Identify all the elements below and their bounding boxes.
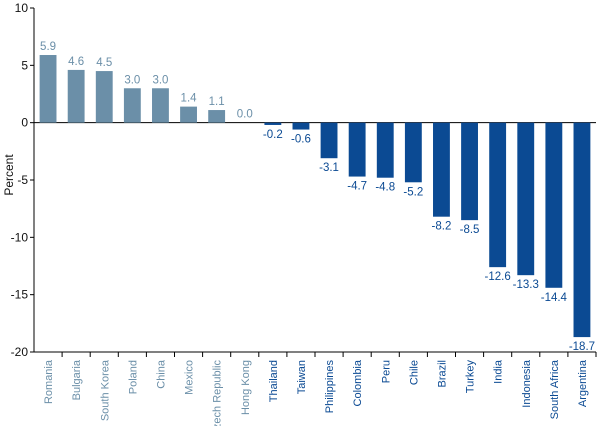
y-tick-label: 10 — [15, 1, 29, 15]
category-label: Poland — [127, 360, 139, 394]
bar-turkey — [461, 122, 478, 221]
category-label: Brazil — [436, 360, 448, 388]
y-tick-label: -5 — [17, 173, 28, 187]
value-label: 4.6 — [68, 56, 84, 68]
bar-bulgaria — [67, 69, 85, 123]
bar-taiwan — [292, 122, 310, 130]
value-label: 1.1 — [209, 96, 225, 108]
category-label: Indonesia — [521, 359, 533, 408]
bar-czech-republic — [208, 110, 226, 123]
y-tick-label: 0 — [21, 116, 28, 130]
bar-china — [152, 88, 169, 123]
bar-romania — [39, 55, 57, 123]
bars — [39, 55, 591, 338]
bar-poland — [123, 88, 141, 123]
category-label: South Korea — [99, 359, 111, 421]
category-label: Chile — [408, 360, 420, 385]
category-label: Mexico — [184, 360, 196, 395]
bar-argentina — [573, 122, 591, 338]
value-label: -18.7 — [569, 341, 595, 353]
value-label: 1.4 — [181, 93, 198, 105]
value-label: 0.0 — [237, 109, 253, 121]
bar-india — [489, 122, 507, 268]
y-tick-label: 5 — [21, 58, 28, 72]
value-label: -3.1 — [319, 162, 339, 174]
category-label: Bulgaria — [71, 359, 83, 400]
category-label: Taiwan — [296, 360, 308, 394]
category-label: Argentina — [577, 359, 589, 407]
category-label: India — [493, 359, 505, 384]
category-label: China — [155, 359, 167, 389]
category-label: Romania — [43, 359, 55, 404]
y-axis: 10 5 0 -5 -10 -15 -20 — [11, 1, 597, 359]
value-label: -0.6 — [291, 134, 311, 146]
bar-thailand — [264, 122, 282, 125]
category-label: Turkey — [465, 360, 477, 394]
value-label: 5.9 — [40, 41, 56, 53]
value-label: -12.6 — [485, 271, 511, 283]
y-tick-label: -15 — [11, 288, 29, 302]
bar-south-korea — [95, 71, 113, 123]
category-label: Thailand — [268, 360, 280, 402]
bar-brazil — [433, 122, 450, 217]
category-label: Philippines — [324, 360, 336, 414]
y-tick-label: -20 — [11, 345, 29, 359]
bar-indonesia — [517, 122, 535, 276]
category-label: Colombia — [352, 359, 364, 406]
bar-philippines — [320, 122, 338, 159]
category-labels: Romania Bulgaria South Korea Poland China Mex… — [43, 359, 589, 426]
bar-mexico — [180, 106, 197, 123]
value-label: -5.2 — [403, 186, 423, 198]
value-label: -8.5 — [460, 224, 480, 236]
bar-peru — [376, 122, 394, 178]
bar-chile — [404, 122, 422, 183]
bar-colombia — [348, 122, 366, 177]
value-labels: 5.9 4.6 4.5 3.0 3.0 1.4 1.1 0.0 -0.2 -0.6 -3.1 -4.7… — [40, 41, 595, 353]
value-label: -14.4 — [541, 292, 568, 304]
bar-south-africa — [545, 122, 563, 288]
y-tick-label: -10 — [11, 230, 29, 244]
value-label: -4.8 — [375, 182, 395, 194]
category-label: Peru — [380, 360, 392, 383]
category-label: Czech Republic — [212, 360, 224, 426]
value-label: -8.2 — [432, 221, 452, 233]
category-label: South Africa — [549, 359, 561, 419]
value-label: -0.2 — [263, 129, 283, 141]
value-label: -4.7 — [347, 181, 367, 193]
value-label: 3.0 — [124, 74, 140, 86]
category-label: Hong Kong — [240, 360, 252, 415]
value-label: 4.5 — [96, 57, 112, 69]
value-label: -13.3 — [513, 279, 539, 291]
y-axis-title: Percent — [2, 154, 16, 196]
value-label: 3.0 — [152, 74, 168, 86]
